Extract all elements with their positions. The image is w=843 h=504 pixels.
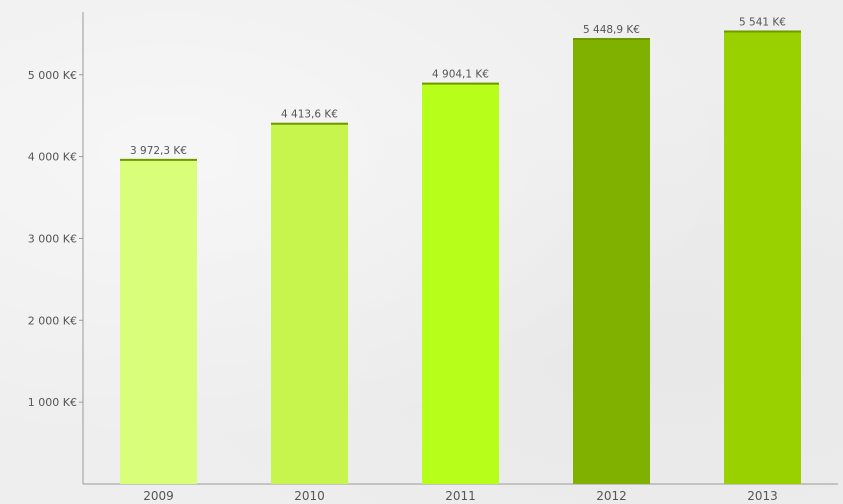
data-label-2012: 5 448,9 K€ xyxy=(583,24,640,36)
data-label-2010: 4 413,6 K€ xyxy=(281,109,338,121)
y-tick-label: 5 000 K€ xyxy=(28,69,77,82)
y-tick-label: 2 000 K€ xyxy=(28,314,77,327)
data-label-2013: 5 541 K€ xyxy=(739,16,786,28)
y-tick-label: 1 000 K€ xyxy=(28,396,77,409)
y-tick-label: 3 000 K€ xyxy=(28,232,77,245)
bar-2010 xyxy=(271,122,348,485)
chart-labels: 3 972,3 K€ 2009 4 413,6 K€ 2010 4 904,1 K€ 20… xyxy=(130,16,786,503)
x-tick-label-2011: 2011 xyxy=(445,489,476,503)
chart-bars xyxy=(120,30,801,485)
bar-2009 xyxy=(120,158,197,484)
bar-2011 xyxy=(422,82,499,484)
data-label-2009: 3 972,3 K€ xyxy=(130,145,187,157)
x-tick-label-2013: 2013 xyxy=(747,489,778,503)
bar-2012 xyxy=(573,38,650,484)
x-tick-label-2010: 2010 xyxy=(294,489,325,503)
data-label-2011: 4 904,1 K€ xyxy=(432,69,489,81)
bar-2013 xyxy=(724,30,801,485)
x-tick-label-2009: 2009 xyxy=(143,489,174,503)
chart-axes: 1 000 K€ 2 000 K€ 3 000 K€ 4 000 K€ 5 000 K€ xyxy=(28,12,838,485)
x-tick-label-2012: 2012 xyxy=(596,489,627,503)
y-tick-label: 4 000 K€ xyxy=(28,151,77,164)
